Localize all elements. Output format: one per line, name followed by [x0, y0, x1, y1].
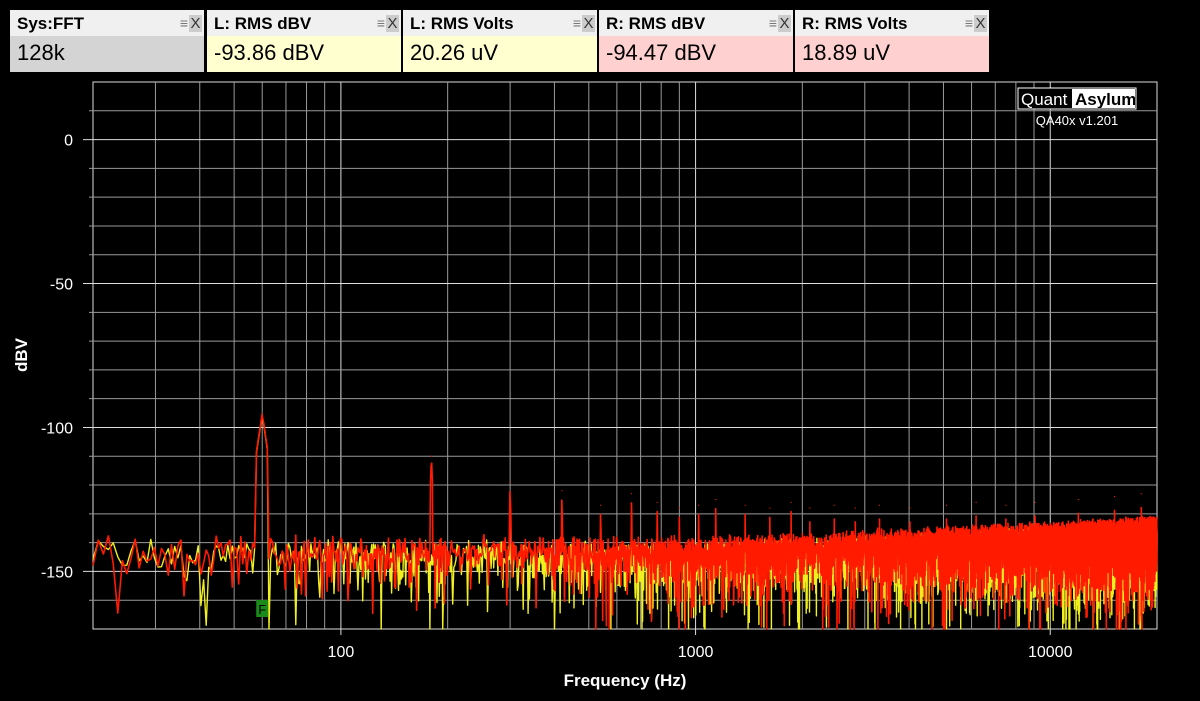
- peak-point: [430, 455, 433, 457]
- peak-point: [769, 507, 771, 509]
- peak-point: [561, 490, 563, 492]
- menu-icon[interactable]: ≡: [572, 15, 581, 31]
- peak-point: [698, 504, 700, 506]
- peak-point: [600, 504, 602, 506]
- peak-point: [790, 501, 792, 503]
- logo-brand-a: Quant: [1021, 90, 1068, 109]
- peak-point: [509, 481, 511, 483]
- peak-point: [1140, 493, 1142, 495]
- peak-point: [809, 507, 811, 509]
- panel-label: L: RMS Volts: [410, 14, 514, 33]
- peak-point: [261, 412, 263, 414]
- y-axis-label: dBV: [12, 337, 31, 372]
- readout-panel: R: RMS Volts ≡ X 18.89 uV: [795, 10, 989, 72]
- panel-value: -93.86 dBV: [207, 36, 401, 72]
- menu-icon[interactable]: ≡: [964, 15, 973, 31]
- x-tick-label: 1000: [678, 644, 714, 661]
- menu-icon[interactable]: ≡: [768, 15, 777, 31]
- panel-label: R: RMS Volts: [802, 14, 908, 33]
- panel-header: L: RMS dBV ≡ X: [207, 10, 401, 36]
- peak-point: [630, 493, 633, 495]
- y-tick-label: -100: [41, 420, 73, 437]
- peak-point: [833, 504, 835, 506]
- close-icon[interactable]: X: [582, 15, 595, 32]
- panel-value: 20.26 uV: [403, 36, 597, 72]
- panel-header: R: RMS dBV ≡ X: [599, 10, 793, 36]
- x-tick-label: 100: [328, 644, 355, 661]
- y-tick-label: -50: [50, 277, 73, 294]
- logo-brand-b: Asylum: [1075, 90, 1136, 109]
- peak-point: [656, 501, 658, 503]
- peak-point: [854, 507, 856, 509]
- close-icon[interactable]: X: [974, 15, 987, 32]
- trace-right: [92, 414, 1158, 630]
- close-icon[interactable]: X: [778, 15, 791, 32]
- peak-point: [945, 504, 948, 506]
- frequency-marker-f[interactable]: F: [256, 600, 269, 617]
- marker-box[interactable]: [256, 600, 269, 617]
- panel-label: Sys:FFT: [17, 14, 85, 33]
- panel-label: L: RMS dBV: [214, 14, 312, 33]
- peak-point: [715, 498, 717, 501]
- peak-point: [1077, 498, 1079, 501]
- peak-point: [744, 504, 746, 506]
- peak-point: [878, 504, 881, 506]
- panel-label: R: RMS dBV: [606, 14, 706, 33]
- traces: [92, 412, 1158, 630]
- peak-point: [1005, 504, 1007, 506]
- tick-labels: 100 1000 10000 0 -50 -100 -150: [41, 133, 1073, 661]
- menu-icon[interactable]: ≡: [376, 15, 385, 31]
- readout-panel: R: RMS dBV ≡ X -94.47 dBV: [599, 10, 793, 72]
- readout-panel: L: RMS Volts ≡ X 20.26 uV: [403, 10, 597, 72]
- y-tick-label: -150: [41, 564, 73, 581]
- panel-value: 128k: [10, 36, 204, 72]
- y-tick-label: 0: [64, 133, 73, 150]
- close-icon[interactable]: X: [189, 15, 202, 32]
- peak-point: [1113, 495, 1116, 498]
- x-tick-label: 10000: [1028, 644, 1073, 661]
- readout-panel: L: RMS dBV ≡ X -93.86 dBV: [207, 10, 401, 72]
- peak-point: [975, 501, 977, 503]
- x-axis-label: Frequency (Hz): [564, 671, 687, 690]
- version-label: QA40x v1.201: [1036, 113, 1118, 128]
- close-icon[interactable]: X: [386, 15, 399, 32]
- peak-point: [909, 507, 911, 509]
- panel-value: -94.47 dBV: [599, 36, 793, 72]
- readout-panel: Sys:FFT ≡ X 128k: [10, 10, 204, 72]
- marker-label: F: [258, 602, 266, 617]
- menu-icon[interactable]: ≡: [179, 15, 188, 31]
- logo: Quant Asylum QA40x v1.201: [1017, 87, 1137, 128]
- peak-point: [1034, 501, 1036, 503]
- panel-header: R: RMS Volts ≡ X: [795, 10, 989, 36]
- panel-header: L: RMS Volts ≡ X: [403, 10, 597, 36]
- panel-value: 18.89 uV: [795, 36, 989, 72]
- panel-header: Sys:FFT ≡ X: [10, 10, 204, 36]
- peak-point: [678, 507, 680, 509]
